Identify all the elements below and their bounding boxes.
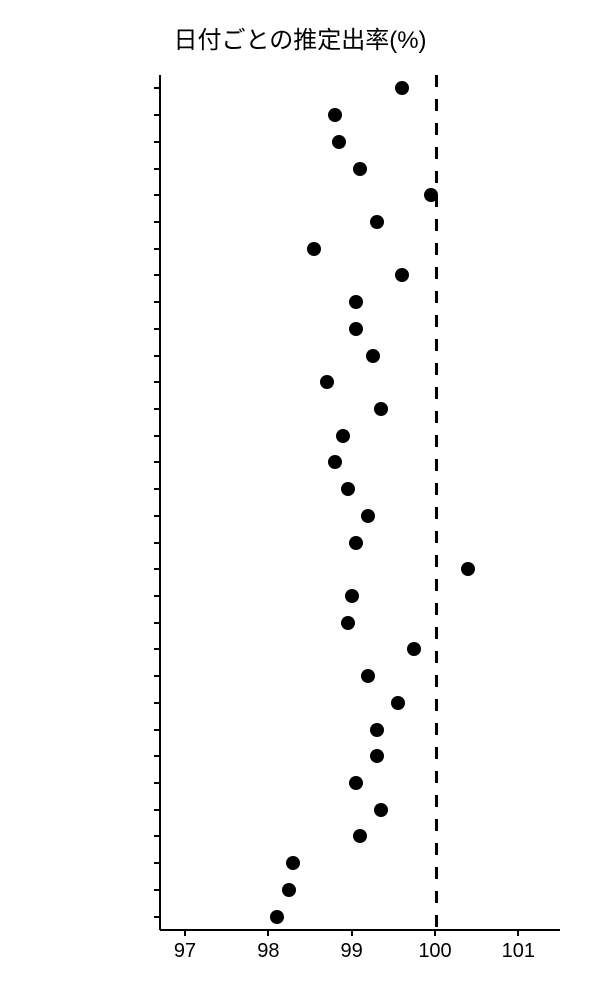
y-tick [154,568,160,570]
data-point [353,162,367,176]
chart-container: 日付ごとの推定出率(%) 1日2日3日4日5日6日7日8日9日10日11日12日… [0,0,600,1000]
data-point [286,856,300,870]
data-point [395,81,409,95]
y-tick [154,702,160,704]
data-point [407,642,421,656]
y-tick [154,515,160,517]
y-tick [154,114,160,116]
reference-line [435,75,438,930]
x-tick [267,930,269,936]
data-point [270,910,284,924]
y-tick [154,835,160,837]
data-point [370,723,384,737]
x-tick [351,930,353,936]
data-point [282,883,296,897]
data-point [307,242,321,256]
data-point [461,562,475,576]
y-tick [154,168,160,170]
y-tick [154,889,160,891]
data-point [349,536,363,550]
y-tick [154,782,160,784]
x-axis [160,929,560,931]
data-point [349,776,363,790]
y-tick [154,194,160,196]
data-point [345,589,359,603]
data-point [361,509,375,523]
data-point [374,803,388,817]
data-point [328,108,342,122]
data-point [395,268,409,282]
x-tick-label: 98 [257,940,279,963]
y-tick [154,862,160,864]
data-point [332,135,346,149]
data-point [336,429,350,443]
y-tick [154,542,160,544]
y-tick [154,221,160,223]
data-point [328,455,342,469]
data-point [349,295,363,309]
data-point [370,749,384,763]
y-tick [154,435,160,437]
x-tick-label: 99 [341,940,363,963]
y-tick [154,328,160,330]
y-axis [159,75,161,930]
data-point [424,188,438,202]
x-tick-label: 101 [502,940,535,963]
x-tick [184,930,186,936]
data-point [374,402,388,416]
y-tick [154,274,160,276]
x-tick-label: 97 [174,940,196,963]
y-tick [154,675,160,677]
y-tick [154,461,160,463]
y-tick [154,381,160,383]
y-tick [154,809,160,811]
y-tick [154,595,160,597]
x-tick [434,930,436,936]
y-tick [154,141,160,143]
y-tick [154,729,160,731]
data-point [391,696,405,710]
data-point [349,322,363,336]
chart-title: 日付ごとの推定出率(%) [0,20,600,55]
x-tick [517,930,519,936]
data-point [341,616,355,630]
data-point [341,482,355,496]
y-tick [154,408,160,410]
data-point [361,669,375,683]
y-tick [154,355,160,357]
y-tick [154,648,160,650]
y-tick [154,622,160,624]
y-tick [154,248,160,250]
y-tick [154,755,160,757]
y-tick [154,916,160,918]
x-tick-label: 100 [418,940,451,963]
y-tick [154,488,160,490]
y-tick [154,301,160,303]
data-point [370,215,384,229]
y-tick [154,87,160,89]
data-point [366,349,380,363]
data-point [353,829,367,843]
data-point [320,375,334,389]
